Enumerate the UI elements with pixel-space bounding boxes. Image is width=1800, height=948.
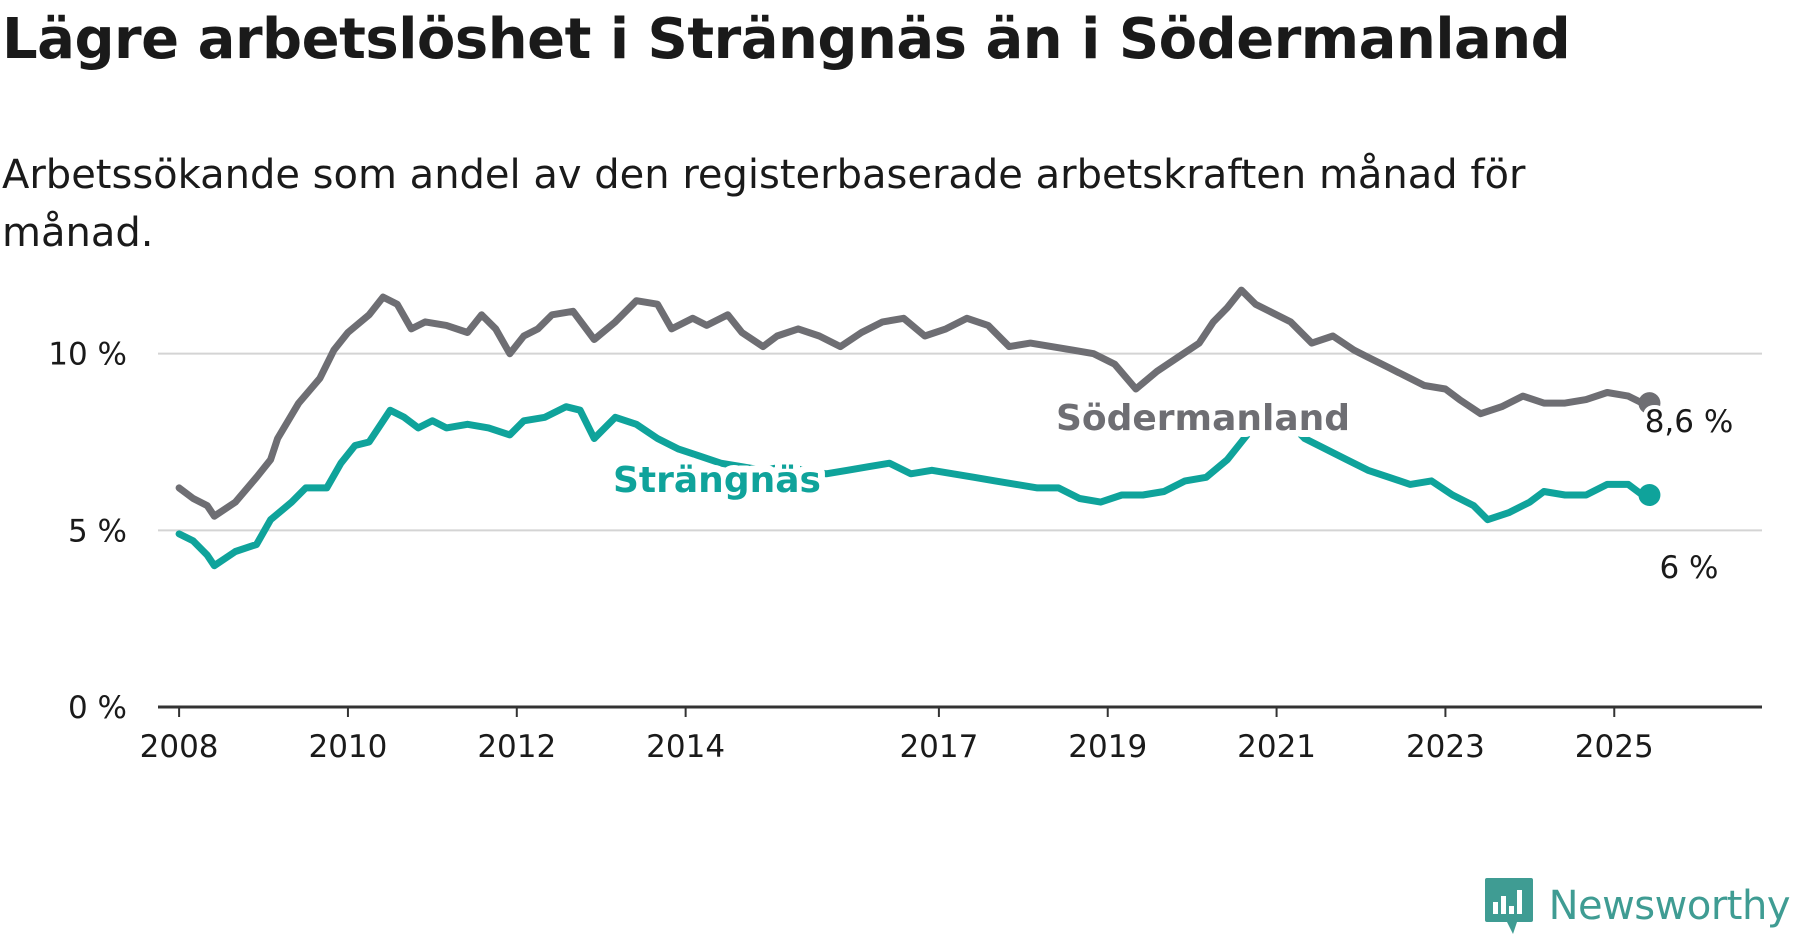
x-tick-label: 2012 [477, 729, 556, 765]
y-tick-label: 10 % [48, 337, 127, 373]
newsworthy-logo-icon [1484, 878, 1533, 934]
x-tick-label: 2021 [1237, 729, 1316, 765]
x-tick-label: 2014 [646, 729, 725, 765]
chart-title: Lägre arbetslöshet i Strängnäs än i Söde… [2, 7, 1571, 72]
series-lines [175, 286, 1661, 570]
end-point-sodermanland [1638, 392, 1661, 415]
x-tick-label: 2025 [1575, 729, 1654, 765]
x-tick-label: 2010 [308, 729, 387, 765]
series-labels: Södermanland Strängnäs 8,6 % 6 % [606, 391, 1737, 590]
y-tick-label: 0 % [68, 690, 127, 726]
series-line-sodermanland [175, 286, 1653, 520]
newsworthy-logo[interactable]: Newsworthy [1483, 873, 1791, 939]
x-tick-label: 2017 [899, 729, 978, 765]
chart-subtitle: Arbetssökande som andel av den registerb… [2, 152, 1526, 256]
series-label-strangnas: Strängnäs [613, 460, 821, 501]
x-axis: 2008 2010 2012 2014 2017 2019 2021 2023 2025 [140, 705, 1762, 765]
end-label-sodermanland: 8,6 % [1645, 404, 1734, 440]
x-tick-label: 2008 [140, 729, 219, 765]
series-line-strangnas [175, 403, 1653, 570]
end-label-strangnas: 6 % [1659, 550, 1718, 586]
end-point-strangnas [1638, 484, 1661, 506]
x-tick-label: 2023 [1406, 729, 1485, 765]
y-tick-label: 5 % [68, 513, 127, 549]
x-tick-label: 2019 [1068, 729, 1147, 765]
y-axis: 0 % 5 % 10 % [48, 337, 127, 726]
brand-name: Newsworthy [1548, 883, 1791, 929]
gridlines [158, 352, 1762, 532]
series-label-sodermanland: Södermanland [1056, 398, 1350, 439]
